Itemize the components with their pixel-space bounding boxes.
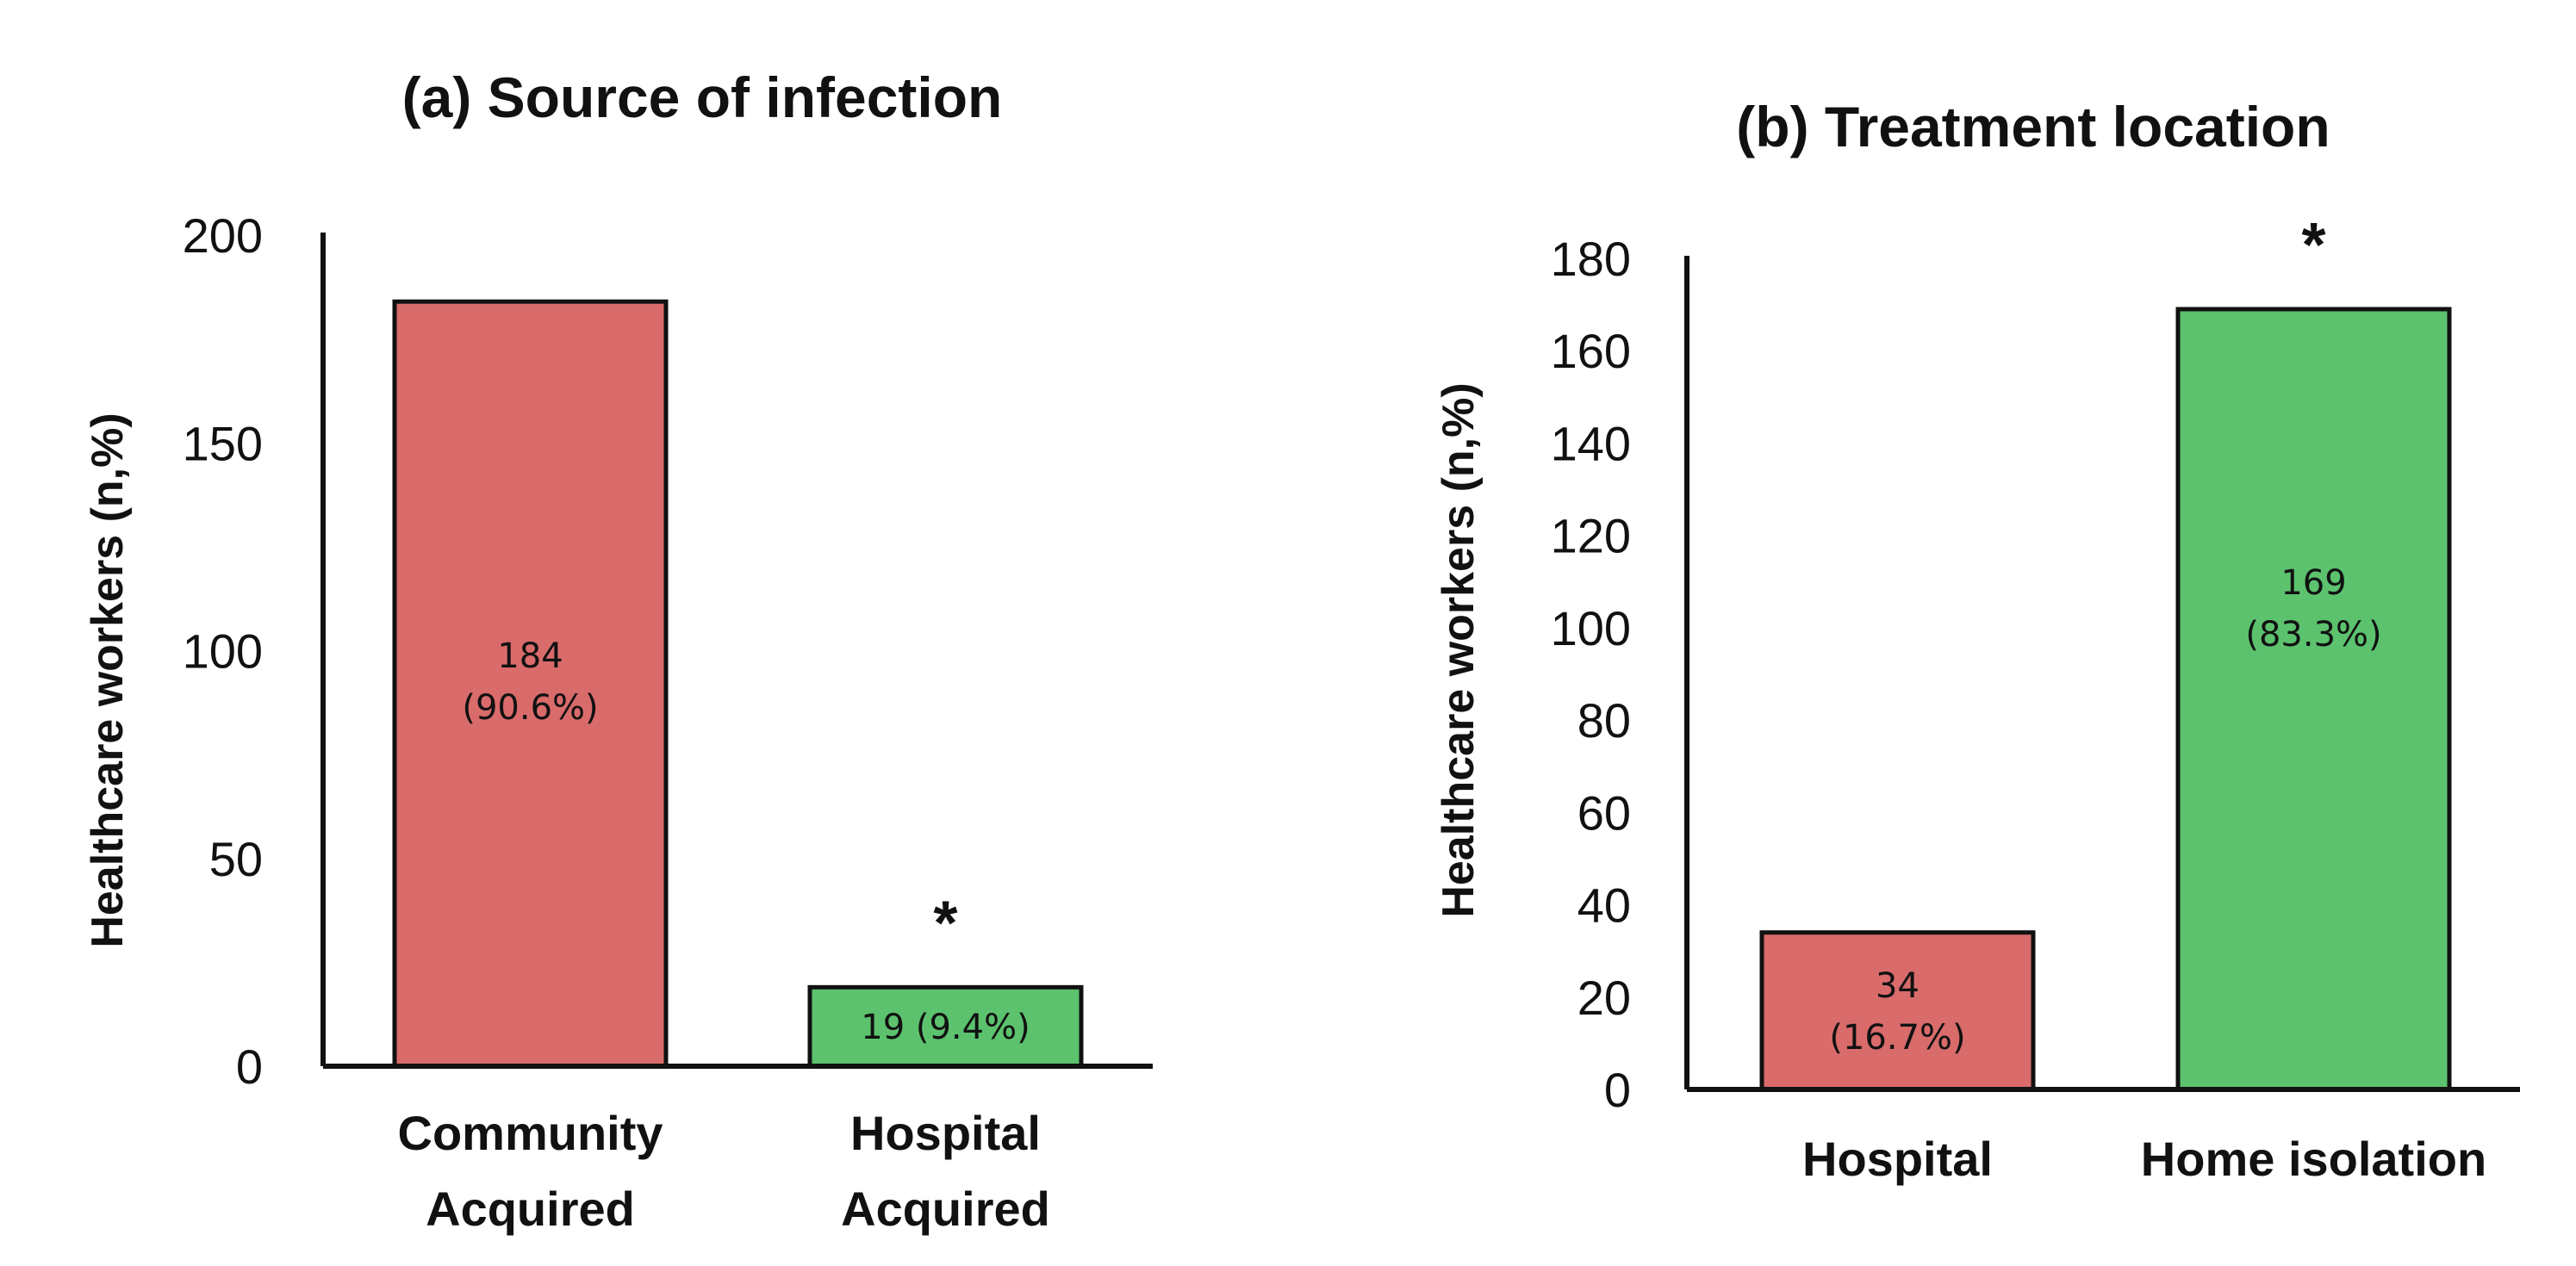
- panel-b-annotations: *: [2301, 211, 2325, 280]
- panel-a-y-axis-label: Healthcare workers (n,%): [83, 413, 133, 947]
- panel-b-y-tick-label: 80: [1577, 693, 1631, 748]
- panel-a-bars: [392, 299, 1084, 1069]
- panel-b-data-labels: 34 (16.7%) 169 (83.3%): [1829, 563, 2381, 1058]
- panel-b-y-ticks: 0 20 40 60 80 100 120 140 160 180: [1551, 232, 1631, 1117]
- panel-a-x-category-label: Acquired: [841, 1182, 1050, 1236]
- panel-b-y-tick-label: 40: [1577, 878, 1631, 933]
- panel-b-y-tick-label: 20: [1577, 971, 1631, 1025]
- panel-a-x-category-label: Hospital: [850, 1106, 1041, 1160]
- panel-b-y-tick-label: 60: [1577, 785, 1631, 840]
- panel-b-y-tick-label: 180: [1551, 232, 1631, 286]
- panel-b-y-tick-label: 160: [1551, 324, 1631, 378]
- panel-a-bar: [392, 299, 669, 1069]
- panel-a-y-tick-label: 0: [236, 1039, 263, 1094]
- panel-b-significance-star: *: [2301, 211, 2325, 280]
- panel-b-bars: [1759, 307, 2452, 1092]
- panel-a-y-tick-label: 50: [209, 832, 263, 886]
- panel-b-y-axis-label: Healthcare workers (n,%): [1434, 382, 1484, 917]
- panel-a-y-tick-label: 200: [183, 208, 263, 263]
- panel-b-bar: [1759, 930, 2036, 1092]
- panel-b-bar: [2175, 307, 2452, 1092]
- panel-b-axes: [1684, 256, 2520, 1092]
- panel-b-y-tick-label: 140: [1551, 416, 1631, 470]
- panel-b-y-tick-label: 120: [1551, 509, 1631, 563]
- panel-a-y-tick-label: 150: [183, 416, 263, 470]
- panel-a-y-ticks: 0 50 100 150 200: [183, 208, 263, 1094]
- panel-a-axes: [320, 233, 1153, 1069]
- panel-a-data-label: (90.6%): [462, 688, 598, 728]
- panel-a-title: (a) Source of infection: [402, 65, 1003, 129]
- panel-a-significance-star: *: [933, 889, 957, 958]
- panel-b-y-tick-label: 0: [1604, 1063, 1631, 1117]
- panel-b-title: (b) Treatment location: [1736, 95, 2330, 158]
- panel-a-y-tick-label: 100: [183, 624, 263, 679]
- panel-a-x-categories: Community Acquired Hospital Acquired: [398, 1106, 1050, 1236]
- panel-b-x-category-label: Home isolation: [2141, 1132, 2486, 1186]
- panel-b-y-tick-label: 100: [1551, 601, 1631, 655]
- panel-a-data-labels: 184 (90.6%) 19 (9.4%): [462, 636, 1030, 1047]
- panel-b-data-label: 34: [1876, 966, 1920, 1006]
- panel-b-data-label: 169: [2280, 563, 2346, 603]
- panel-b-data-label: (83.3%): [2245, 615, 2381, 655]
- panel-a-bar: [807, 984, 1084, 1069]
- panel-b-x-category-label: Hospital: [1802, 1132, 1993, 1186]
- panel-a-data-label: 184: [497, 636, 563, 676]
- panel-b-treatment-location: (b) Treatment location Healthcare worker…: [1434, 95, 2520, 1186]
- panel-a-annotations: *: [933, 889, 957, 958]
- panel-b-x-categories: Hospital Home isolation: [1802, 1132, 2486, 1186]
- panel-a-source-of-infection: (a) Source of infection Healthcare worke…: [83, 65, 1153, 1236]
- panel-a-x-category-label: Community: [398, 1106, 663, 1160]
- panel-b-data-label: (16.7%): [1829, 1018, 1965, 1058]
- panel-a-x-category-label: Acquired: [426, 1182, 635, 1236]
- panel-a-data-label: 19 (9.4%): [861, 1008, 1030, 1047]
